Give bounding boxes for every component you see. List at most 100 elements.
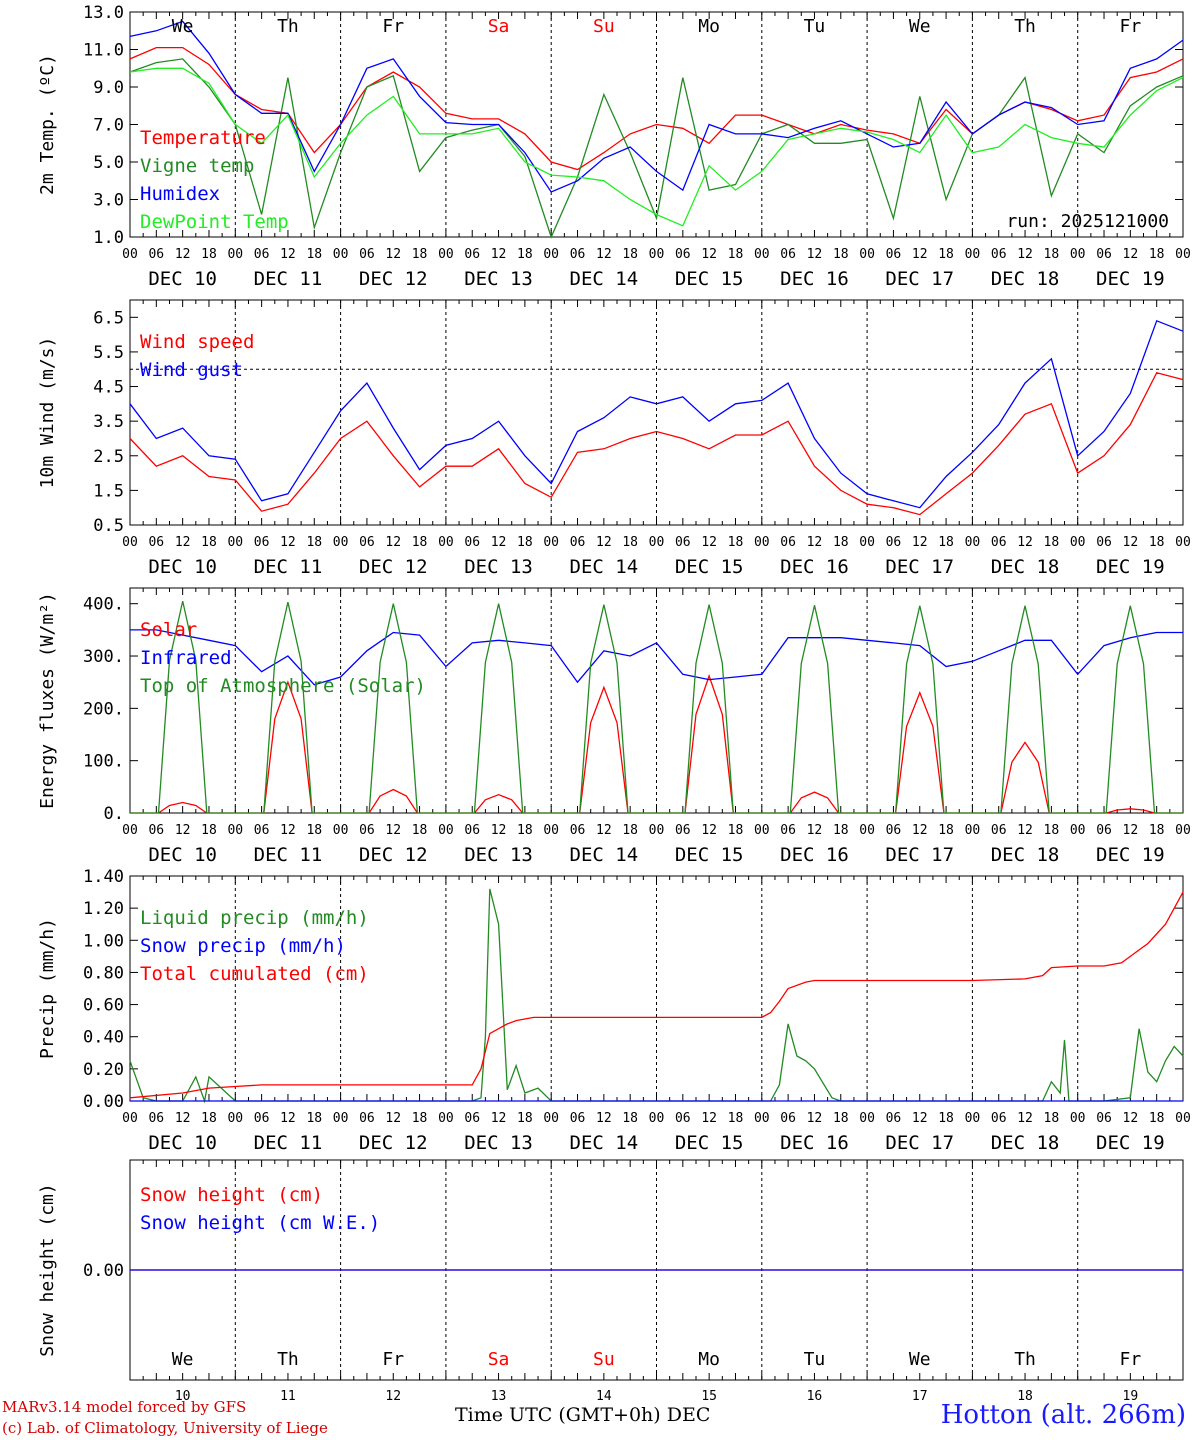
hour-tick-label: 18 (833, 247, 849, 262)
hour-tick-label: 12 (280, 823, 296, 838)
hour-tick-label: 06 (675, 1111, 691, 1126)
hour-tick-label: 12 (385, 535, 401, 550)
hour-tick-label: 00 (227, 247, 243, 262)
hour-tick-label: 18 (728, 247, 744, 262)
date-label: DEC 19 (1096, 556, 1165, 578)
hour-tick-label: 06 (780, 823, 796, 838)
hour-tick-label: 18 (306, 823, 322, 838)
hour-tick-label: 00 (438, 823, 454, 838)
date-label: DEC 14 (570, 268, 639, 290)
date-label: DEC 17 (885, 844, 954, 866)
bottom-date-number: 14 (596, 1389, 612, 1404)
hour-tick-label: 00 (122, 1111, 138, 1126)
hour-tick-label: 12 (701, 1111, 717, 1126)
bottom-day-label: We (909, 1349, 931, 1370)
date-label: DEC 11 (254, 844, 323, 866)
top-day-label: Th (277, 16, 299, 37)
hour-tick-label: 18 (622, 247, 638, 262)
hour-tick-label: 12 (1123, 823, 1139, 838)
hour-tick-label: 18 (728, 1111, 744, 1126)
series-line-total-cumulated-cm- (129, 891, 1184, 1099)
hour-tick-label: 12 (1017, 535, 1033, 550)
hour-tick-label: 18 (517, 535, 533, 550)
hour-tick-label: 18 (1044, 247, 1060, 262)
hour-tick-label: 00 (438, 247, 454, 262)
top-day-label: Sa (488, 16, 510, 37)
panel-frame (129, 299, 1184, 526)
hour-tick-label: 00 (754, 535, 770, 550)
hour-tick-label: 18 (306, 535, 322, 550)
date-label: DEC 18 (991, 1132, 1060, 1154)
hour-tick-label: 00 (649, 823, 665, 838)
date-label: DEC 13 (464, 844, 533, 866)
date-label: DEC 12 (359, 844, 428, 866)
hour-tick-label: 18 (622, 535, 638, 550)
hour-tick-label: 06 (991, 247, 1007, 262)
hour-tick-label: 12 (385, 1111, 401, 1126)
hour-tick-label: 06 (1096, 1111, 1112, 1126)
y-tick-label: 0.80 (83, 963, 124, 983)
hour-tick-label: 06 (359, 823, 375, 838)
time-axis-title: Time UTC (GMT+0h) DEC (455, 1404, 710, 1426)
hour-tick-label: 06 (254, 535, 270, 550)
date-label: DEC 13 (464, 556, 533, 578)
date-label: DEC 19 (1096, 1132, 1165, 1154)
hour-tick-label: 00 (859, 247, 875, 262)
hour-tick-label: 18 (833, 535, 849, 550)
hour-tick-label: 18 (517, 247, 533, 262)
hour-tick-label: 12 (596, 535, 612, 550)
hour-tick-label: 00 (859, 1111, 875, 1126)
date-label: DEC 15 (675, 844, 744, 866)
date-label: DEC 17 (885, 268, 954, 290)
hour-tick-label: 12 (385, 247, 401, 262)
series-line-top-of-atmosphere-solar- (130, 600, 1183, 814)
legend-entry: Top of Atmosphere (Solar) (140, 675, 426, 697)
hour-tick-label: 06 (570, 247, 586, 262)
legend-entry: Liquid precip (mm/h) (140, 907, 369, 929)
hour-tick-label: 06 (1096, 247, 1112, 262)
hour-tick-label: 00 (649, 535, 665, 550)
y-axis-label: Precip (mm/h) (37, 918, 58, 1059)
top-day-label: Tu (804, 16, 826, 37)
hour-tick-label: 12 (491, 247, 507, 262)
time-axis-title-text: Time UTC (GMT+0h) (455, 1404, 661, 1426)
date-label: DEC 15 (675, 268, 744, 290)
top-day-label: Fr (1120, 16, 1142, 37)
hour-tick-label: 18 (728, 535, 744, 550)
y-tick-label: 13.0 (83, 3, 124, 23)
hour-tick-label: 12 (912, 1111, 928, 1126)
top-day-label: We (172, 16, 194, 37)
hour-tick-label: 00 (754, 1111, 770, 1126)
hour-tick-label: 00 (1175, 823, 1191, 838)
date-label: DEC 10 (148, 1132, 217, 1154)
hour-tick-label: 06 (359, 1111, 375, 1126)
hour-tick-label: 12 (1017, 823, 1033, 838)
hour-tick-label: 06 (570, 823, 586, 838)
hour-tick-label: 06 (991, 1111, 1007, 1126)
hour-tick-label: 06 (886, 247, 902, 262)
date-label: DEC 16 (780, 844, 849, 866)
hour-tick-label: 18 (517, 1111, 533, 1126)
hour-tick-label: 18 (1044, 1111, 1060, 1126)
hour-tick-label: 06 (254, 1111, 270, 1126)
bottom-date-number: 19 (1123, 1389, 1139, 1404)
hour-tick-label: 12 (807, 1111, 823, 1126)
y-tick-label: 0.40 (83, 1028, 124, 1048)
hour-tick-label: 18 (1044, 535, 1060, 550)
hour-tick-label: 18 (201, 247, 217, 262)
hour-tick-label: 18 (622, 823, 638, 838)
hour-tick-label: 18 (833, 1111, 849, 1126)
hour-tick-label: 12 (807, 823, 823, 838)
hour-tick-label: 06 (675, 247, 691, 262)
date-label: DEC 18 (991, 844, 1060, 866)
y-tick-label: 0.00 (83, 1261, 124, 1281)
y-tick-label: 200. (83, 699, 124, 719)
hour-tick-label: 06 (780, 247, 796, 262)
y-axis-label: Snow height (cm) (37, 1183, 58, 1356)
hour-tick-label: 12 (1123, 535, 1139, 550)
y-tick-label: 1.40 (83, 867, 124, 887)
hour-tick-label: 12 (912, 247, 928, 262)
hour-tick-label: 06 (464, 823, 480, 838)
date-label: DEC 10 (148, 556, 217, 578)
